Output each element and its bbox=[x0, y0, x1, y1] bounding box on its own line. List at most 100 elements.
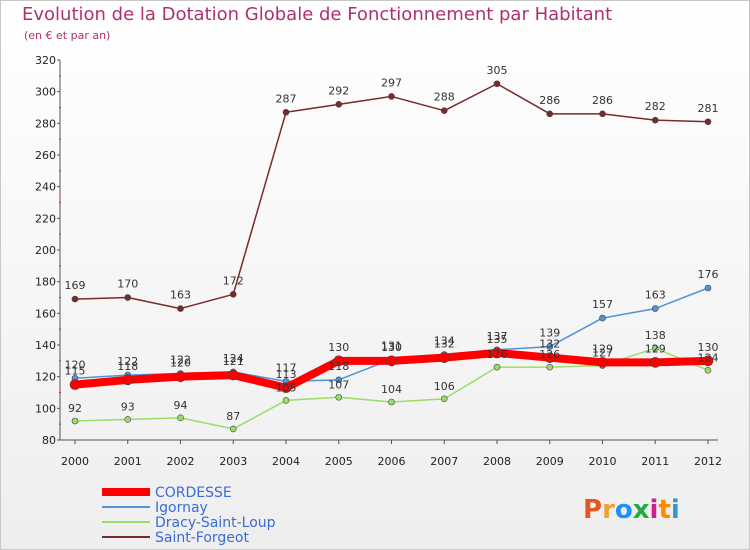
data-point bbox=[282, 397, 290, 404]
x-tick-label: 2008 bbox=[483, 455, 511, 468]
data-point bbox=[229, 425, 237, 433]
data-label: 129 bbox=[592, 342, 613, 355]
x-tick-label: 2012 bbox=[694, 455, 722, 468]
data-label: 118 bbox=[328, 360, 349, 373]
data-label: 121 bbox=[223, 355, 244, 368]
data-point bbox=[438, 352, 450, 363]
data-point bbox=[493, 80, 501, 88]
x-tick-label: 2002 bbox=[167, 455, 195, 468]
data-label: 132 bbox=[539, 338, 560, 351]
data-point bbox=[651, 116, 659, 124]
y-tick-label: 200 bbox=[35, 244, 56, 257]
data-label: 118 bbox=[117, 360, 138, 373]
data-label: 115 bbox=[65, 365, 86, 378]
legend-label: Dracy-Saint-Loup bbox=[155, 515, 276, 531]
data-label: 297 bbox=[381, 76, 402, 89]
data-label: 130 bbox=[328, 341, 349, 354]
data-point bbox=[122, 374, 134, 386]
y-tick-label: 300 bbox=[35, 86, 56, 99]
data-point bbox=[704, 367, 712, 374]
x-tick-label: 2001 bbox=[114, 455, 142, 468]
data-point bbox=[229, 291, 237, 298]
data-label: 124 bbox=[223, 352, 244, 365]
logo-letter: i bbox=[650, 495, 659, 525]
data-label: 170 bbox=[117, 278, 138, 291]
data-label: 107 bbox=[328, 378, 349, 391]
data-label: 130 bbox=[698, 341, 719, 354]
data-label: 127 bbox=[592, 347, 613, 360]
data-label: 135 bbox=[487, 333, 508, 346]
data-label: 163 bbox=[170, 289, 191, 302]
series-line-3 bbox=[74, 83, 709, 310]
x-tick-label: 2009 bbox=[536, 455, 564, 468]
x-tick-label: 2005 bbox=[325, 455, 353, 468]
data-point bbox=[704, 118, 712, 126]
data-label: 281 bbox=[698, 102, 719, 115]
data-label: 92 bbox=[68, 402, 82, 415]
data-point bbox=[71, 295, 79, 303]
data-point bbox=[177, 414, 184, 422]
data-label: 288 bbox=[434, 91, 455, 104]
data-label: 113 bbox=[276, 368, 297, 381]
data-point bbox=[491, 347, 503, 359]
data-point bbox=[335, 101, 343, 108]
legend-label: Saint-Forgeot bbox=[155, 530, 249, 546]
data-point bbox=[71, 417, 79, 425]
data-label: 134 bbox=[434, 335, 455, 348]
x-tick-label: 2000 bbox=[61, 455, 89, 468]
x-tick-label: 2010 bbox=[589, 455, 617, 468]
data-point bbox=[546, 343, 554, 350]
y-tick-label: 240 bbox=[35, 181, 56, 194]
data-point bbox=[69, 379, 81, 390]
data-label: 126 bbox=[487, 348, 508, 361]
y-tick-label: 180 bbox=[35, 276, 56, 289]
y-tick-label: 280 bbox=[35, 117, 56, 130]
data-point bbox=[280, 382, 292, 394]
data-label: 122 bbox=[117, 355, 138, 368]
data-label: 129 bbox=[645, 342, 666, 355]
data-point bbox=[175, 371, 186, 382]
data-point bbox=[335, 376, 343, 384]
data-point bbox=[599, 314, 606, 322]
x-tick-label: 2011 bbox=[641, 455, 669, 468]
x-tick-label: 2007 bbox=[430, 455, 458, 468]
data-label: 139 bbox=[539, 327, 560, 340]
data-point bbox=[493, 363, 501, 371]
data-point bbox=[651, 305, 659, 312]
data-label: 117 bbox=[276, 361, 297, 374]
data-label: 305 bbox=[487, 64, 508, 77]
y-tick-label: 100 bbox=[35, 402, 56, 415]
data-label: 120 bbox=[170, 357, 191, 370]
data-label: 287 bbox=[276, 92, 297, 105]
data-point bbox=[440, 107, 448, 114]
y-tick-label: 80 bbox=[42, 434, 56, 447]
data-label: 169 bbox=[65, 279, 86, 292]
data-label: 292 bbox=[328, 84, 349, 97]
y-tick-label: 160 bbox=[35, 307, 56, 320]
data-label: 132 bbox=[434, 338, 455, 351]
data-point bbox=[227, 369, 239, 381]
data-point bbox=[335, 393, 343, 401]
x-tick-label: 2003 bbox=[219, 455, 247, 468]
data-label: 87 bbox=[226, 410, 240, 423]
data-point bbox=[704, 284, 712, 292]
logo-letter: i bbox=[671, 495, 680, 525]
data-label: 131 bbox=[381, 339, 402, 352]
data-point bbox=[124, 294, 132, 301]
data-point bbox=[388, 93, 395, 100]
data-label: 104 bbox=[381, 383, 402, 396]
chart-subtitle: (en € et par an) bbox=[24, 29, 111, 42]
data-label: 172 bbox=[223, 274, 244, 287]
data-label: 138 bbox=[645, 329, 666, 342]
data-point bbox=[599, 110, 606, 118]
data-label: 286 bbox=[592, 94, 613, 107]
y-tick-label: 220 bbox=[35, 212, 56, 225]
y-tick-label: 320 bbox=[35, 54, 56, 67]
data-point bbox=[702, 355, 714, 367]
data-point bbox=[177, 305, 184, 312]
data-label: 282 bbox=[645, 100, 666, 113]
data-label: 94 bbox=[174, 399, 188, 412]
data-label: 286 bbox=[539, 94, 560, 107]
data-point bbox=[333, 355, 345, 367]
